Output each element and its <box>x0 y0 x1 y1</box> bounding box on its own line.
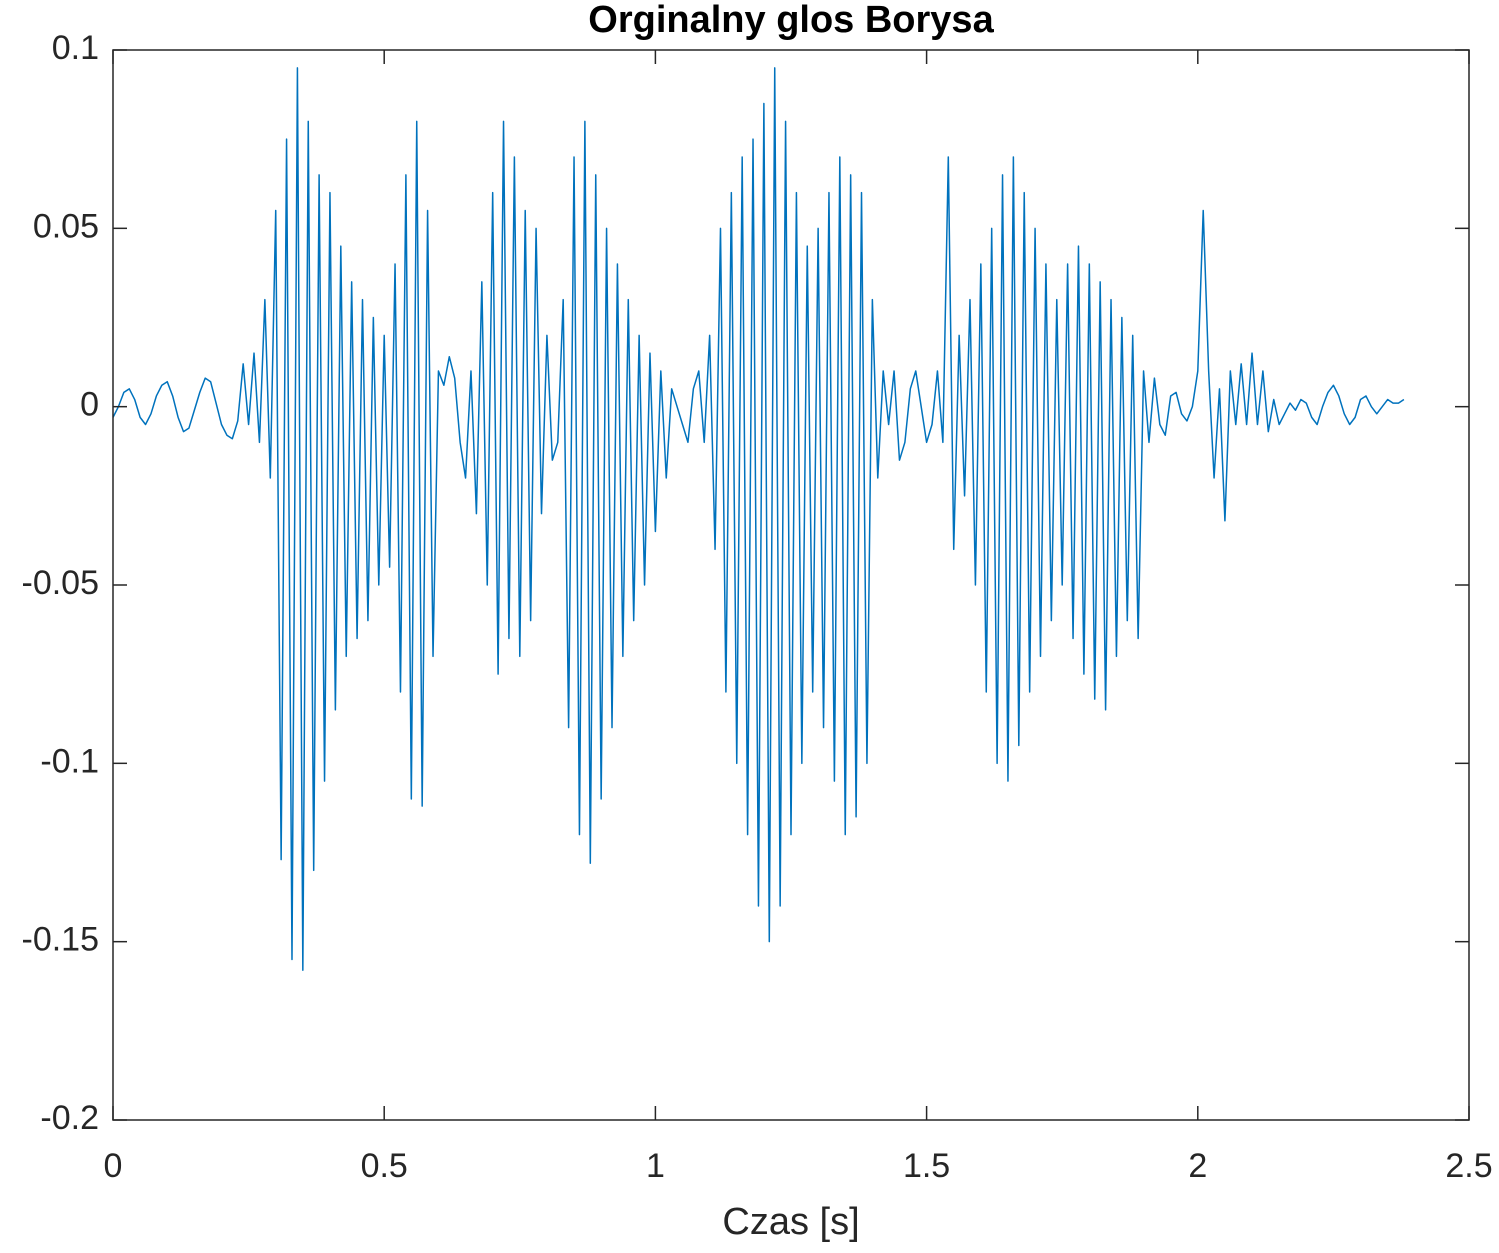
y-tick-label: -0.15 <box>22 921 100 959</box>
y-tick-label: 0 <box>80 386 99 424</box>
x-tick-label: 1 <box>646 1147 665 1185</box>
y-tick-label: -0.2 <box>40 1099 99 1137</box>
x-tick-label: 1.5 <box>903 1147 950 1185</box>
x-tick-label: 0.5 <box>361 1147 408 1185</box>
axes-box <box>112 49 1470 1121</box>
y-tick-label: -0.1 <box>40 742 99 780</box>
x-axis-label: Czas [s] <box>722 1201 859 1243</box>
y-tick-label: 0.1 <box>52 29 99 67</box>
y-tick-label: -0.05 <box>22 564 100 602</box>
x-tick-label: 0 <box>104 1147 123 1185</box>
chart-title: Orginalny glos Borysa <box>588 0 994 41</box>
x-tick-label: 2 <box>1188 1147 1207 1185</box>
x-tick-label: 2.5 <box>1445 1147 1492 1185</box>
plot-area <box>113 50 1469 1120</box>
waveform-line <box>112 67 1405 971</box>
y-tick-label: 0.05 <box>33 207 99 245</box>
